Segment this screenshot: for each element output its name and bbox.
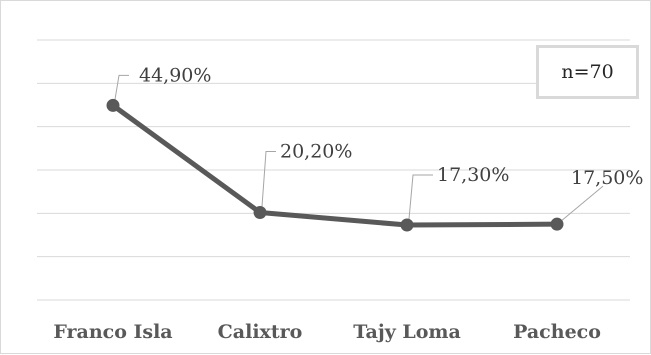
data-label: 20,20% [280, 140, 352, 162]
leader-line [560, 185, 604, 222]
leader-line [114, 74, 129, 100]
data-point [400, 218, 414, 232]
category-label: Calixtro [218, 321, 303, 343]
leader-line [408, 174, 433, 220]
data-point [550, 217, 564, 231]
leader-lines [114, 74, 604, 222]
data-labels: 44,90% 20,20% 17,30% 17,50% [139, 64, 643, 189]
data-label: 17,30% [437, 164, 509, 186]
category-labels: Franco Isla Calixtro Tajy Loma Pacheco [53, 321, 601, 343]
data-point [253, 205, 267, 219]
gridlines [37, 39, 630, 301]
data-point [106, 98, 120, 112]
sample-size-label: n=70 [561, 61, 614, 83]
series-line [110, 102, 560, 228]
data-points [106, 98, 564, 232]
leader-line [261, 150, 276, 207]
sample-size-box: n=70 [536, 45, 639, 99]
category-label: Pacheco [513, 321, 601, 343]
data-label: 17,50% [571, 167, 643, 189]
category-label: Tajy Loma [353, 321, 461, 343]
data-label: 44,90% [139, 64, 211, 86]
category-label: Franco Isla [53, 321, 172, 343]
